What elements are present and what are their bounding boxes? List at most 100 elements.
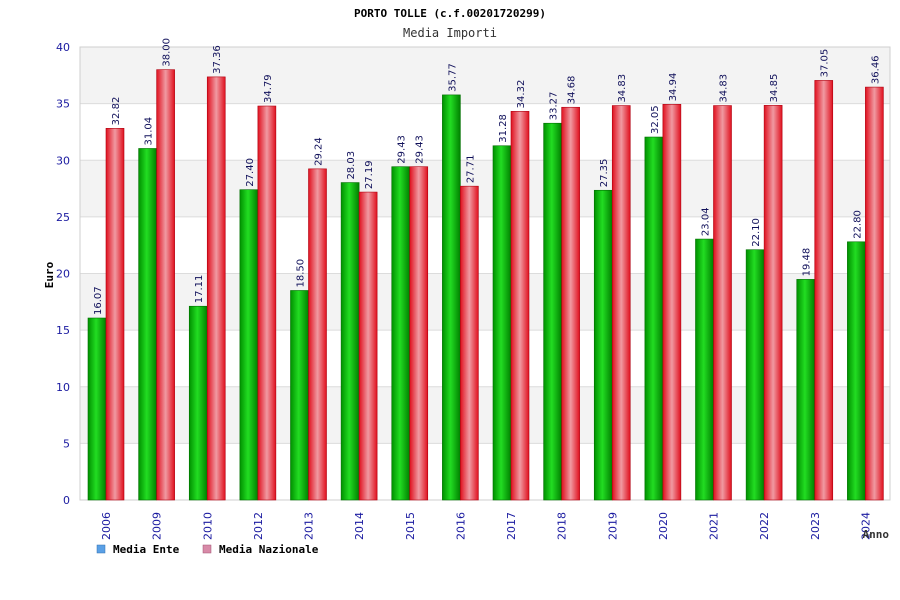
bars bbox=[87, 69, 884, 501]
x-tick-label-2024: 2024 bbox=[859, 512, 872, 540]
x-tick-label-2022: 2022 bbox=[758, 512, 771, 540]
x-tick-label-2018: 2018 bbox=[556, 512, 569, 540]
bar-media-nazionale-2017 bbox=[510, 111, 530, 501]
bar-media-nazionale-2012 bbox=[257, 105, 277, 501]
value-label-media-nazionale-2021: 34.83 bbox=[719, 74, 730, 103]
bar-media-ente-2015 bbox=[391, 166, 411, 501]
x-tick-label-2010: 2010 bbox=[201, 512, 214, 540]
value-label-media-nazionale-2016: 27.71 bbox=[465, 155, 476, 184]
value-label-media-ente-2024: 22.80 bbox=[852, 210, 863, 239]
x-tick-label-2009: 2009 bbox=[151, 512, 164, 540]
y-tick-label: 10 bbox=[56, 381, 70, 394]
value-label-media-nazionale-2010: 37.36 bbox=[212, 45, 223, 74]
value-label-media-ente-2006: 16.07 bbox=[93, 286, 104, 315]
legend: Media Ente Media Nazionale bbox=[96, 543, 319, 556]
value-label-media-ente-2014: 28.03 bbox=[346, 151, 357, 180]
y-tick-label: 5 bbox=[63, 437, 70, 450]
value-label-media-nazionale-2012: 34.79 bbox=[263, 74, 274, 103]
bar-media-ente-2019 bbox=[593, 189, 613, 501]
value-labels: 16.07 32.82 31.04 38.00 17.11 37.36 27.40 34.79… bbox=[93, 38, 881, 315]
x-tick-label-2006: 2006 bbox=[100, 512, 113, 540]
bar-media-nazionale-2014 bbox=[358, 191, 378, 501]
value-label-media-ente-2013: 18.50 bbox=[296, 259, 307, 288]
x-tick-label-2013: 2013 bbox=[303, 512, 316, 540]
value-label-media-ente-2010: 17.11 bbox=[194, 275, 205, 304]
legend-label-media-nazionale: Media Nazionale bbox=[219, 543, 319, 556]
bar-media-ente-2006 bbox=[87, 317, 107, 501]
bar-media-nazionale-2016 bbox=[460, 185, 479, 501]
y-tick-label: 0 bbox=[63, 494, 70, 507]
chart-subtitle: Media Importi bbox=[403, 26, 497, 40]
legend-swatch-media-nazionale bbox=[202, 544, 212, 554]
bar-media-ente-2012 bbox=[239, 189, 259, 501]
bar-media-nazionale-2013 bbox=[308, 168, 327, 501]
bar-media-nazionale-2006 bbox=[105, 128, 125, 501]
legend-label-media-ente: Media Ente bbox=[113, 543, 180, 556]
legend-swatch-media-ente bbox=[96, 544, 106, 554]
value-label-media-ente-2017: 31.28 bbox=[498, 114, 509, 143]
plot-frame bbox=[79, 46, 891, 501]
value-label-media-ente-2016: 35.77 bbox=[447, 63, 458, 92]
value-label-media-ente-2020: 32.05 bbox=[650, 105, 661, 134]
y-tick-label: 20 bbox=[56, 268, 70, 281]
y-tick-label: 25 bbox=[56, 211, 70, 224]
y-tick-label: 40 bbox=[56, 41, 70, 54]
bar-media-ente-2021 bbox=[695, 238, 714, 501]
x-tick-label-2012: 2012 bbox=[252, 512, 265, 540]
bar-media-ente-2022 bbox=[745, 249, 765, 501]
bar-media-nazionale-2019 bbox=[611, 105, 631, 501]
bar-media-nazionale-2009 bbox=[156, 69, 175, 501]
bar-media-nazionale-2023 bbox=[814, 80, 834, 501]
value-label-media-nazionale-2014: 27.19 bbox=[364, 160, 375, 189]
value-label-media-nazionale-2009: 38.00 bbox=[162, 38, 173, 67]
value-label-media-nazionale-2019: 34.83 bbox=[617, 74, 628, 103]
bar-media-nazionale-2010 bbox=[206, 76, 226, 501]
chart-title: PORTO TOLLE (c.f.00201720299) bbox=[354, 7, 546, 20]
y-tick-label: 30 bbox=[56, 154, 70, 167]
x-tick-label-2017: 2017 bbox=[505, 512, 518, 540]
y-axis-label: Euro bbox=[43, 261, 56, 288]
value-label-media-ente-2022: 22.10 bbox=[751, 218, 762, 247]
bar-media-ente-2009 bbox=[138, 148, 157, 501]
bar-media-nazionale-2024 bbox=[865, 86, 884, 501]
x-tick-label-2023: 2023 bbox=[809, 512, 822, 540]
value-label-media-ente-2009: 31.04 bbox=[144, 117, 155, 146]
bar-media-ente-2013 bbox=[290, 290, 309, 501]
bar-media-nazionale-2022 bbox=[763, 105, 783, 501]
x-tick-label-2015: 2015 bbox=[404, 512, 417, 540]
value-label-media-ente-2018: 33.27 bbox=[549, 92, 560, 121]
bar-media-ente-2010 bbox=[188, 305, 208, 501]
bar-media-nazionale-2020 bbox=[662, 104, 682, 501]
x-axis: 2006 2009 2010 2012 2013 2014 2015 2016 2017 2018… bbox=[100, 512, 872, 540]
bar-media-nazionale-2021 bbox=[713, 105, 732, 501]
y-tick-label: 15 bbox=[56, 324, 70, 337]
value-label-media-ente-2015: 29.43 bbox=[397, 135, 408, 164]
bar-media-ente-2023 bbox=[796, 279, 816, 501]
value-label-media-nazionale-2022: 34.85 bbox=[769, 74, 780, 103]
bar-media-nazionale-2018 bbox=[561, 106, 580, 501]
x-tick-label-2019: 2019 bbox=[606, 512, 619, 540]
value-label-media-nazionale-2017: 34.32 bbox=[516, 80, 527, 109]
bar-media-ente-2017 bbox=[492, 145, 512, 501]
value-label-media-nazionale-2013: 29.24 bbox=[314, 137, 325, 166]
value-label-media-nazionale-2020: 34.94 bbox=[668, 73, 679, 102]
bar-media-ente-2018 bbox=[543, 122, 562, 501]
value-label-media-ente-2023: 19.48 bbox=[802, 248, 813, 277]
bar-media-ente-2016 bbox=[442, 94, 461, 501]
value-label-media-ente-2012: 27.40 bbox=[245, 158, 256, 187]
x-axis-label: Anno bbox=[863, 528, 890, 541]
value-label-media-nazionale-2015: 29.43 bbox=[415, 135, 426, 164]
value-label-media-nazionale-2023: 37.05 bbox=[820, 49, 831, 78]
x-tick-label-2021: 2021 bbox=[708, 512, 721, 540]
value-label-media-ente-2021: 23.04 bbox=[701, 207, 712, 236]
y-axis: 0 5 10 15 20 25 30 35 40 bbox=[56, 41, 70, 507]
bar-media-ente-2020 bbox=[644, 136, 664, 501]
value-label-media-nazionale-2018: 34.68 bbox=[567, 76, 578, 105]
x-tick-label-2020: 2020 bbox=[657, 512, 670, 540]
bar-media-nazionale-2015 bbox=[409, 166, 429, 501]
y-tick-label: 35 bbox=[56, 98, 70, 111]
value-label-media-nazionale-2024: 36.46 bbox=[870, 55, 881, 84]
bar-media-ente-2024 bbox=[847, 241, 866, 501]
x-tick-label-2016: 2016 bbox=[454, 512, 467, 540]
